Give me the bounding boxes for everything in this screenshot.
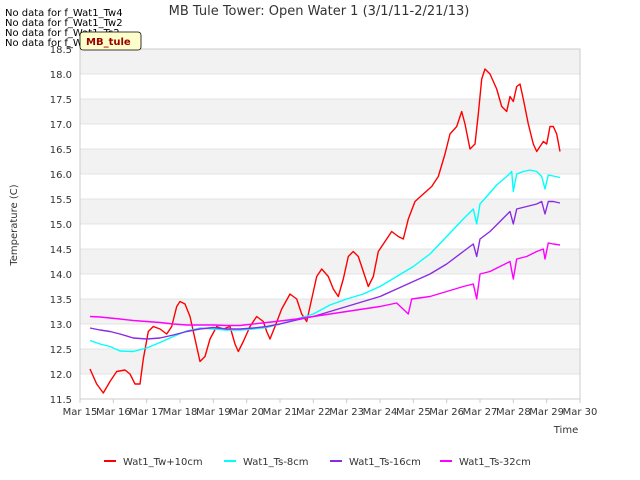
plot-band [80,349,580,374]
plot-band [80,199,580,224]
legend-label: Wat1_Ts-32cm [459,457,531,468]
site-badge-label: MB_tule [86,37,131,48]
chart-title: MB Tule Tower: Open Water 1 (3/1/11-2/21… [169,4,470,19]
site-badge-box [79,31,142,51]
y-tick-label: 13.5 [50,295,72,306]
y-tick-label: 12.0 [50,370,72,381]
y-tick-label: 17.0 [50,120,72,131]
x-tick-label: Mar 27 [463,407,498,418]
series-line-wat1-ts-8cm [89,169,561,353]
plot-band [80,99,580,124]
y-tick-label: 15.5 [50,195,72,206]
plot-axes: 11.5 12.0 12.5 13.0 13.5 14.0 14.5 15.0 15.5 16.0… [50,45,598,418]
legend-label: Wat1_Ts-16cm [349,457,421,468]
x-tick-label: Mar 30 [563,407,598,418]
series-line-wat1-tw-10cm [89,68,561,394]
x-tick-label: Mar 22 [296,407,331,418]
y-tick-label: 16.0 [50,170,72,181]
y-tick-label: 15.0 [50,220,72,231]
x-tick-label: Mar 23 [329,407,364,418]
x-tick-label: Mar 20 [229,407,264,418]
y-tick-label: 14.5 [50,245,72,256]
legend-label: Wat1_Tw+10cm [123,457,203,468]
y-axis-title: Temperature (C) [9,184,20,266]
nodata-message-tw4: No data for f_Wat1_Tw4 [5,8,123,19]
plot-band [80,149,580,174]
plot-bands [80,49,580,374]
x-tick-label: Mar 21 [263,407,298,418]
series-line-wat1-ts-16cm [89,200,561,340]
plot-series [89,68,561,394]
x-tick-label: Mar 24 [363,407,398,418]
x-tick-label: Mar 15 [63,407,98,418]
series-line-wat1-ts-32cm [89,242,561,327]
y-tick-label: 18.0 [50,70,72,81]
legend-item: Wat1_Ts-16cm [330,457,421,468]
y-tick-label: 13.0 [50,320,72,331]
y-tick-label: 16.5 [50,145,72,156]
x-tick-label: Mar 29 [529,407,564,418]
y-tick-label: 14.0 [50,270,72,281]
y-tick-label: 11.5 [50,395,72,406]
y-tick-label: 17.5 [50,95,72,106]
legend-item: Wat1_Ts-32cm [440,457,531,468]
x-axis-title: Time [553,425,578,436]
x-tick-label: Mar 25 [396,407,431,418]
legend-item: Wat1_Ts-8cm [224,457,309,468]
x-tick-label: Mar 28 [496,407,531,418]
y-tick-label: 18.5 [50,45,72,56]
chart-legend: Wat1_Tw+10cm Wat1_Ts-8cm Wat1_Ts-16cm Wat1_… [104,457,531,468]
legend-label: Wat1_Ts-8cm [243,457,309,468]
nodata-message-tw2: No data for f_Wat1_Tw2 [5,18,123,29]
y-tick-label: 12.5 [50,345,72,356]
x-tick-label: Mar 17 [129,407,164,418]
x-tick-label: Mar 18 [163,407,198,418]
nodata-message-ts2: No data for f_Wat1_Ts2 [5,28,120,39]
legend-item: Wat1_Tw+10cm [104,457,203,468]
site-badge[interactable]: MB_tule [79,31,142,51]
plot-band [80,49,580,74]
x-tick-label: Mar 26 [429,407,464,418]
plot-frame [79,48,581,400]
nodata-message-tw8: No data for f_Wat1_Tw8 [5,38,123,49]
x-tick-label: Mar 16 [96,407,131,418]
x-tick-label: Mar 19 [196,407,231,418]
plot-band [80,249,580,274]
